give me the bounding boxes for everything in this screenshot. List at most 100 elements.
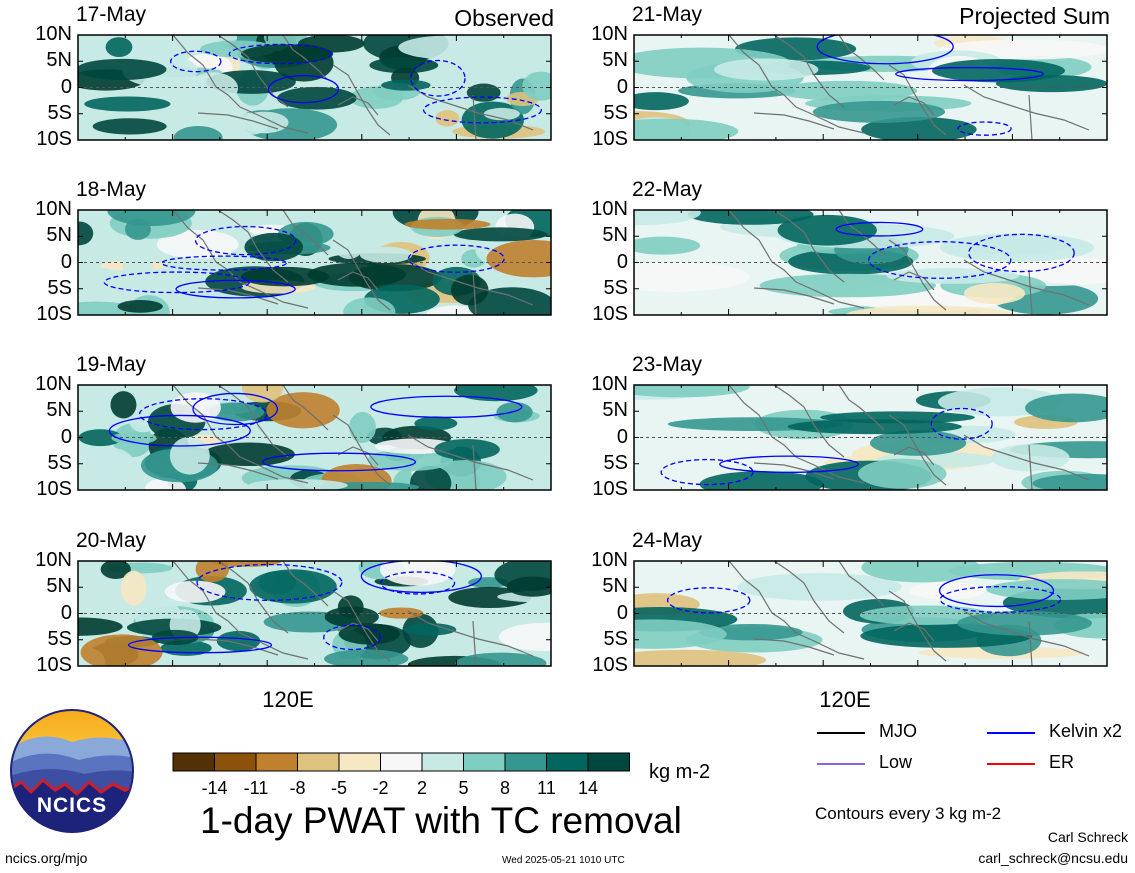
pwat-anomaly-region — [266, 392, 340, 429]
coastline — [773, 35, 845, 108]
lat-label: 0 — [60, 250, 72, 273]
pwat-anomaly-region — [714, 58, 819, 81]
coastline — [728, 35, 865, 134]
website-link[interactable]: ncics.org/mjo — [5, 850, 88, 866]
colorbar-swatch — [214, 752, 257, 772]
pwat-anomaly-region — [369, 57, 439, 74]
pwat-anomaly-region — [634, 649, 767, 666]
pwat-anomaly-region — [496, 402, 533, 423]
pwat-anomaly-region — [857, 458, 947, 489]
lat-label: 0 — [60, 75, 72, 98]
pwat-anomaly-region — [403, 623, 457, 636]
kelvin-contour — [175, 279, 296, 299]
pwat-anomaly-region — [435, 110, 460, 127]
pwat-anomaly-region — [164, 580, 226, 603]
pwat-anomaly-region — [859, 605, 993, 625]
coastline — [893, 446, 935, 466]
kelvin-contour — [261, 452, 417, 472]
lon-label-right: 120E — [819, 687, 871, 712]
legend-swatch — [817, 763, 865, 765]
pwat-anomaly-region — [1032, 473, 1107, 490]
coastline — [472, 94, 477, 140]
colorbar-tick-label: 5 — [458, 778, 468, 798]
pwat-anomaly-region — [776, 80, 918, 101]
coastline — [773, 561, 845, 634]
pwat-anomaly-region — [156, 230, 239, 259]
kelvin-contour — [127, 636, 273, 654]
lat-label: 10N — [591, 23, 628, 45]
kelvin-contour — [192, 392, 279, 426]
pwat-anomaly-region — [409, 465, 452, 490]
coastline — [1028, 94, 1033, 140]
author: Carl Schreck — [1047, 829, 1128, 845]
panel-date-label: 23-May — [632, 353, 703, 376]
pwat-anomaly-region — [634, 385, 750, 398]
pwat-anomaly-region — [483, 107, 520, 121]
coastline — [282, 210, 329, 256]
kelvin-contour — [938, 574, 1055, 608]
kelvin-contour — [267, 74, 340, 104]
pwat-anomaly-region — [869, 430, 967, 456]
kelvin-contour — [666, 587, 751, 614]
lat-label: 10S — [36, 478, 72, 500]
pwat-anomaly-region — [939, 233, 1095, 262]
email-link[interactable]: carl_schreck@ncsu.edu — [978, 850, 1128, 866]
pwat-anomaly-region — [759, 273, 937, 298]
pwat-anomaly-region — [886, 267, 1019, 284]
coastline — [1028, 269, 1033, 315]
pwat-anomaly-region — [931, 59, 1065, 83]
kelvin-contour — [957, 121, 1012, 136]
pwat-anomaly-region — [486, 239, 551, 278]
pwat-anomaly-region — [188, 72, 239, 105]
lat-label: 10N — [35, 549, 72, 571]
right-column-title: Projected Sum — [959, 3, 1110, 29]
lat-label: 10S — [592, 303, 628, 325]
pwat-anomaly-region — [455, 652, 547, 666]
pwat-map-panel — [77, 209, 552, 316]
kelvin-contour — [868, 241, 1012, 279]
pwat-anomaly-region — [453, 227, 548, 242]
kelvin-contour — [108, 414, 251, 447]
panel-date-label: 17-May — [76, 3, 147, 26]
pwat-anomaly-region — [117, 300, 163, 313]
pwat-anomaly-region — [78, 58, 167, 81]
lat-label: 5N — [46, 224, 72, 247]
coastline — [407, 610, 534, 657]
legend-swatch — [817, 732, 865, 734]
legend-label: MJO — [879, 721, 917, 741]
coastline — [838, 210, 885, 256]
kelvin-contour — [719, 455, 859, 473]
coastline — [963, 610, 1090, 657]
left-column-title: Observed — [454, 5, 554, 31]
kelvin-contour — [660, 458, 754, 486]
kelvin-contour — [170, 50, 222, 73]
pwat-anomaly-region — [777, 214, 877, 246]
coastline — [197, 287, 279, 305]
pwat-anomaly-region — [378, 607, 424, 619]
pwat-anomaly-region — [634, 92, 689, 111]
colorbar-swatch — [421, 752, 464, 772]
coastline — [197, 462, 279, 480]
colorbar-units: kg m-2 — [649, 761, 711, 783]
colorbar: -14 -11 -8 -5 -2 2 5 8 11 14 — [172, 752, 630, 798]
legend-label: Low — [879, 752, 913, 772]
coastline — [753, 287, 835, 305]
colorbar-swatch — [546, 752, 589, 772]
pwat-anomaly-region — [861, 561, 981, 583]
colorbar-tick-label: 2 — [417, 778, 427, 798]
contour-note: Contours every 3 kg m-2 — [815, 804, 1002, 823]
colorbar-tick-label: -8 — [289, 778, 305, 798]
kelvin-contour — [370, 395, 523, 419]
pwat-anomaly-region — [307, 262, 406, 287]
lat-label: 10S — [592, 128, 628, 150]
kelvin-contour — [968, 233, 1075, 273]
kelvin-contour — [323, 624, 382, 651]
legend-swatch — [987, 732, 1035, 734]
coastline — [197, 638, 279, 656]
panel-date-label: 24-May — [632, 529, 703, 552]
pwat-anomaly-region — [986, 579, 1107, 600]
pwat-anomaly-region — [468, 287, 551, 315]
pwat-anomaly-region — [110, 391, 137, 419]
pwat-anomaly-region — [78, 221, 94, 246]
kelvin-contour — [930, 407, 993, 440]
